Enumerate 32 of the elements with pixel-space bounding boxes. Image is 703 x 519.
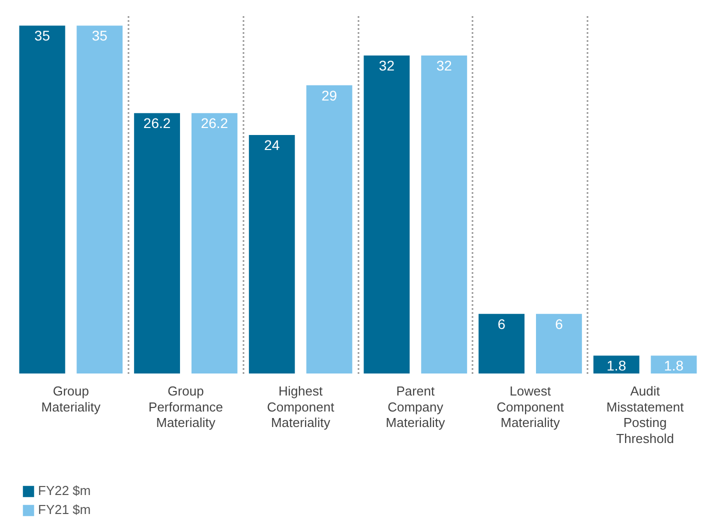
data-label: 1.8 xyxy=(664,358,684,374)
data-label: 35 xyxy=(92,28,108,44)
bar xyxy=(248,134,295,374)
bar xyxy=(191,113,238,374)
x-tick-label: Lowest Component Materiality xyxy=(496,384,564,430)
bar xyxy=(478,314,525,374)
bar xyxy=(76,26,123,374)
x-tick-label: Highest Component Materiality xyxy=(266,384,335,430)
bar xyxy=(593,356,640,374)
data-label: 26.2 xyxy=(143,115,171,132)
bar xyxy=(19,26,66,374)
data-label: 32 xyxy=(436,57,452,74)
bar xyxy=(134,113,180,374)
data-label: 6 xyxy=(498,316,506,332)
data-label: 29 xyxy=(322,87,338,104)
data-label: 24 xyxy=(264,136,280,153)
bar xyxy=(421,55,468,374)
x-tick-label: Audit Misstatement Posting Threshold xyxy=(606,384,684,446)
data-label: 6 xyxy=(555,316,564,332)
data-label: 26.2 xyxy=(200,115,228,132)
legend-label: FY21 $m xyxy=(38,502,91,517)
data-label: 32 xyxy=(378,57,395,74)
data-label: 35 xyxy=(34,28,50,44)
data-label: 1.8 xyxy=(606,358,626,374)
legend-label: FY22 $m xyxy=(38,483,91,498)
bar xyxy=(650,356,697,374)
x-tick-label: Group Materiality xyxy=(41,384,102,414)
bar xyxy=(364,55,410,374)
x-tick-label: Group Performance Materiality xyxy=(148,384,223,430)
bar xyxy=(536,314,582,374)
x-tick-label: Parent Company Materiality xyxy=(386,384,446,430)
bar xyxy=(306,85,352,374)
